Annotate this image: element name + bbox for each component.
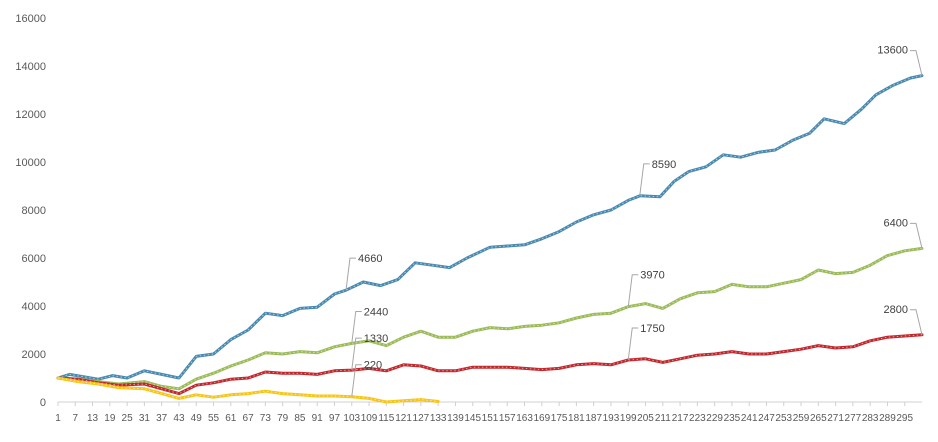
- x-tick-label: 73: [260, 413, 272, 424]
- x-tick-label: 13: [87, 413, 99, 424]
- y-tick-label: 0: [40, 397, 46, 409]
- x-tick-label: 133: [430, 413, 447, 424]
- x-tick-label: 37: [156, 413, 168, 424]
- x-tick-label: 151: [482, 413, 499, 424]
- data-label: 6400: [884, 217, 908, 229]
- x-tick-label: 235: [724, 413, 741, 424]
- data-label: 3970: [640, 270, 664, 282]
- x-tick-label: 43: [173, 413, 185, 424]
- y-tick-label: 16000: [15, 13, 46, 25]
- data-label: 2440: [364, 306, 388, 318]
- x-tick-label: 55: [208, 413, 220, 424]
- series-line-4: [56, 376, 440, 404]
- data-label: 1330: [364, 333, 388, 345]
- x-tick-label: 247: [758, 413, 775, 424]
- data-label-leader: [351, 337, 362, 371]
- series-line-texture-2: [57, 247, 923, 390]
- y-tick-label: 4000: [22, 301, 46, 313]
- y-tick-label: 14000: [15, 61, 46, 73]
- x-tick-label: 97: [329, 413, 341, 424]
- x-tick-label: 157: [499, 413, 516, 424]
- data-label-leader: [351, 310, 362, 344]
- x-axis: 1 7 13 19 25 31 37 43 49 55 61 67 73 79 85 91 97 103 109 11…: [55, 401, 922, 424]
- x-tick-label: 103: [343, 413, 360, 424]
- x-tick-label: 277: [845, 413, 862, 424]
- data-label: 220: [364, 360, 382, 372]
- data-label-leader: [351, 364, 362, 397]
- x-tick-label: 85: [294, 413, 306, 424]
- data-label: 1750: [640, 323, 664, 335]
- data-label: 13600: [877, 45, 908, 57]
- x-tick-label: 7: [72, 413, 78, 424]
- x-tick-label: 205: [637, 413, 654, 424]
- x-tick-label: 49: [191, 413, 203, 424]
- x-tick-label: 25: [122, 413, 134, 424]
- x-tick-label: 223: [689, 413, 706, 424]
- data-label-leader: [910, 222, 923, 249]
- x-tick-label: 115: [378, 413, 394, 424]
- series-line-texture-4: [57, 377, 439, 403]
- plot-series: [56, 74, 924, 404]
- x-tick-label: 169: [533, 413, 550, 424]
- data-label-leader: [910, 309, 923, 335]
- x-tick-label: 139: [447, 413, 464, 424]
- data-label-leader: [627, 327, 639, 361]
- y-axis: 0 2000 4000 6000 8000 10000 12000 14000 16000: [15, 13, 46, 409]
- x-tick-label: 265: [810, 413, 827, 424]
- x-tick-label: 31: [139, 413, 151, 424]
- x-tick-label: 127: [413, 413, 430, 424]
- x-tick-label: 175: [551, 413, 568, 424]
- data-label-leader: [345, 257, 356, 291]
- x-tick-label: 211: [655, 413, 671, 424]
- y-tick-label: 6000: [22, 253, 46, 265]
- series-line-texture-1: [57, 75, 923, 380]
- x-tick-label: 61: [225, 413, 237, 424]
- x-tick-label: 163: [516, 413, 533, 424]
- data-label: 2800: [884, 304, 908, 316]
- y-tick-label: 10000: [15, 157, 46, 169]
- series-line-texture-3: [57, 334, 923, 395]
- x-tick-label: 91: [312, 413, 324, 424]
- x-tick-label: 181: [568, 413, 585, 424]
- x-tick-label: 283: [862, 413, 879, 424]
- data-label-leader: [639, 163, 650, 196]
- y-tick-label: 8000: [22, 205, 46, 217]
- data-label: 8590: [652, 159, 676, 171]
- x-tick-label: 67: [243, 413, 255, 424]
- x-tick-label: 19: [104, 413, 116, 424]
- x-tick-label: 145: [464, 413, 481, 424]
- x-tick-label: 259: [793, 413, 810, 424]
- y-tick-label: 12000: [15, 109, 46, 121]
- x-tick-label: 187: [585, 413, 602, 424]
- x-tick-label: 109: [361, 413, 378, 424]
- x-tick-label: 295: [896, 413, 913, 424]
- x-tick-label: 229: [706, 413, 723, 424]
- series-line-1: [56, 74, 924, 381]
- data-label-leader: [910, 50, 923, 76]
- x-tick-label: 193: [603, 413, 620, 424]
- x-tick-label: 253: [775, 413, 792, 424]
- y-tick-label: 2000: [22, 349, 46, 361]
- x-tick-label: 289: [879, 413, 896, 424]
- x-tick-label: 199: [620, 413, 637, 424]
- data-labels: 4660 8590 13600 2440 3970 6400 1330 1750 2800 220: [345, 45, 923, 397]
- x-tick-label: 1: [55, 413, 61, 424]
- data-label-leader: [627, 274, 639, 307]
- x-tick-label: 121: [395, 413, 412, 424]
- x-tick-label: 79: [277, 413, 289, 424]
- x-tick-label: 241: [741, 413, 758, 424]
- data-label: 4660: [358, 253, 382, 265]
- x-tick-label: 271: [827, 413, 844, 424]
- x-tick-label: 217: [672, 413, 689, 424]
